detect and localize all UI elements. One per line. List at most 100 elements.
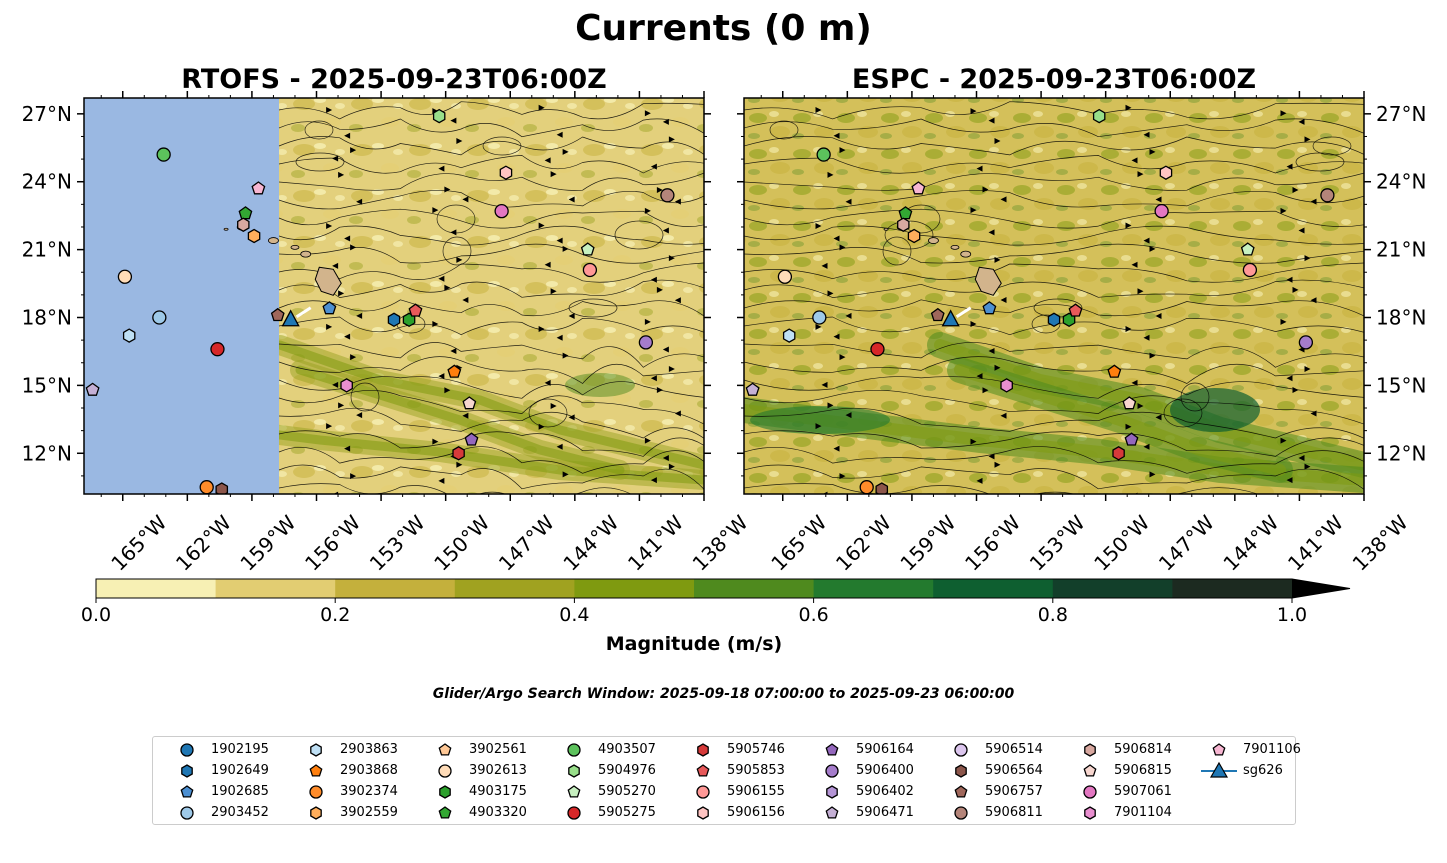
- search-window-note: Glider/Argo Search Window: 2025-09-18 07…: [432, 686, 1015, 702]
- legend-label: 5906814: [1114, 742, 1172, 757]
- legend-symbol: [696, 764, 710, 777]
- float-marker-2903863: [122, 328, 136, 343]
- colorbar-segment: [813, 579, 934, 598]
- legend-label: 5906155: [727, 784, 785, 799]
- float-marker-3902613: [117, 269, 133, 284]
- colorbar-segment: [215, 579, 336, 598]
- rtofs-map: [84, 98, 704, 494]
- legend-symbol: [826, 785, 838, 799]
- lat-label-left: 18°N: [22, 305, 72, 329]
- colorbar-tick-label: 0.6: [798, 604, 829, 626]
- lon-label: 153°W: [1025, 510, 1090, 575]
- float-marker-2903452: [152, 310, 167, 325]
- float-marker-5906814: [237, 217, 250, 232]
- float-marker-5907061: [1154, 203, 1169, 219]
- lon-label: 165°W: [766, 510, 831, 575]
- legend-marker-icon: [697, 806, 709, 820]
- float-marker-2903452: [812, 310, 827, 325]
- colorbar-tick-label: 1.0: [1276, 604, 1308, 626]
- lat-label-left: 15°N: [22, 373, 72, 397]
- legend-marker-icon: [955, 764, 967, 778]
- float-marker-5906164: [1124, 432, 1139, 446]
- float-marker-5906814: [897, 217, 910, 232]
- legend-marker-icon: [826, 785, 838, 799]
- float-marker-5906471: [745, 382, 760, 396]
- legend-label: 3902613: [469, 763, 527, 778]
- legend-marker-icon: [954, 806, 968, 820]
- legend-symbol: [954, 743, 968, 757]
- legend-symbol: [1084, 743, 1096, 757]
- float-marker-5904976: [1092, 108, 1106, 124]
- legend-symbol: [825, 806, 839, 819]
- float-marker-5906156: [499, 165, 513, 180]
- colorbar-label: Magnitude (m/s): [605, 633, 783, 655]
- colorbar-tick-label: 0.4: [559, 604, 590, 626]
- legend-symbol: [1212, 743, 1226, 756]
- lat-label-right: 12°N: [1376, 441, 1426, 465]
- legend-symbol: [696, 785, 710, 799]
- legend-marker-icon: [1084, 743, 1096, 757]
- legend-marker-icon: [825, 806, 839, 819]
- lon-label: 141°W: [1283, 510, 1348, 575]
- lon-label: 147°W: [494, 510, 559, 575]
- legend-symbol: [954, 785, 968, 798]
- rtofs-frame: [83, 97, 705, 495]
- rtofs-land-mask: [84, 98, 279, 494]
- legend-symbol: [309, 785, 323, 799]
- legend-symbol: [567, 806, 581, 820]
- legend: 1902195 1902649 1902685 2903452 2903863 29038…: [152, 736, 1301, 825]
- legend-marker-icon: [1083, 764, 1097, 777]
- float-marker-5906155: [1242, 262, 1258, 278]
- legend-marker-icon: [180, 806, 194, 820]
- legend-label: 5906757: [985, 784, 1043, 799]
- glider-marker-sg626: [941, 309, 960, 327]
- lon-label: 138°W: [688, 510, 753, 575]
- float-marker-1902649: [387, 312, 401, 328]
- legend-label: 7901104: [1114, 805, 1172, 820]
- float-marker-5904976: [432, 108, 446, 124]
- legend-label: 5906564: [985, 763, 1043, 778]
- lon-label: 153°W: [365, 510, 430, 575]
- float-marker-5906815: [1122, 396, 1137, 410]
- float-marker-7901104: [340, 378, 353, 393]
- colorbar-tick-label: 0.8: [1037, 604, 1068, 626]
- colorbar-segment: [933, 579, 1054, 598]
- espc-map: [744, 98, 1364, 494]
- legend-label: 5907061: [1114, 784, 1172, 799]
- colorbar-extend-arrow: [1292, 579, 1350, 598]
- legend-symbol: [567, 743, 581, 757]
- lat-label-left: 21°N: [22, 238, 72, 262]
- float-marker-3902374: [859, 480, 874, 494]
- lon-label: 150°W: [1089, 510, 1154, 575]
- float-marker-5906815: [462, 396, 477, 410]
- legend-marker-icon: [954, 785, 968, 798]
- lon-label: 144°W: [558, 510, 623, 575]
- legend-label: 5906811: [985, 805, 1043, 820]
- legend-label: 5906514: [985, 742, 1043, 757]
- float-marker-5906400: [1298, 335, 1314, 350]
- legend-symbol: [697, 806, 709, 820]
- legend-label: 5906471: [856, 805, 914, 820]
- legend-symbol: [954, 806, 968, 820]
- legend-label: 2903868: [340, 763, 398, 778]
- legend-label: 5906815: [1114, 763, 1172, 778]
- float-marker-5905853: [408, 303, 423, 317]
- lon-label: 156°W: [960, 510, 1025, 575]
- legend-symbol: [697, 743, 709, 757]
- legend-label: 4903507: [598, 742, 656, 757]
- colorbar-tick-label: 0.0: [80, 604, 112, 626]
- legend-marker-icon: [696, 785, 710, 799]
- legend-marker-icon: [954, 743, 968, 757]
- legend-label: 3902561: [469, 742, 527, 757]
- colorbar-segment: [1052, 579, 1173, 598]
- colorbar-segment: [574, 579, 695, 598]
- legend-marker-icon: [567, 806, 581, 820]
- legend-marker-icon: [568, 764, 580, 778]
- legend-marker-icon: [1083, 785, 1097, 799]
- legend-symbol: [439, 785, 451, 799]
- legend-label: 3902559: [340, 805, 398, 820]
- glider-marker-sg626: [281, 309, 300, 327]
- legend-marker-icon: [181, 764, 193, 778]
- legend-label: 7901106: [1243, 742, 1301, 757]
- float-marker-5905853: [1068, 303, 1083, 317]
